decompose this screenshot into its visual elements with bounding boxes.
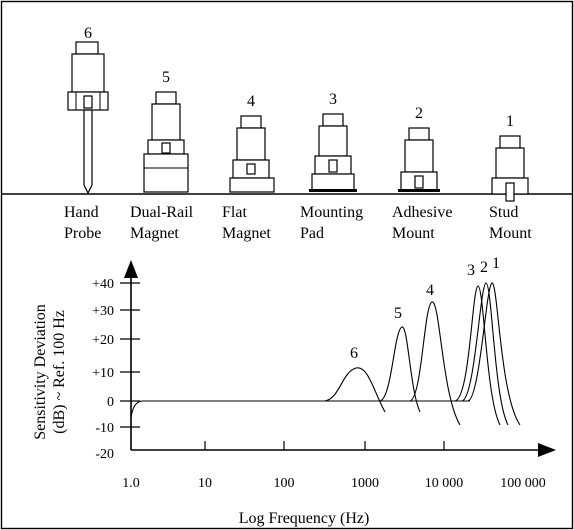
x-tick-label: 100 — [274, 476, 295, 491]
stud-mount-sensor — [491, 135, 529, 202]
x-axis-arrow — [538, 443, 556, 457]
flat-magnet-sensor — [229, 115, 275, 193]
mount-name-3-line2: Pad — [300, 225, 324, 242]
response-curve-5 — [379, 326, 421, 413]
curve-label-3: 3 — [467, 262, 475, 279]
curve-label-6: 6 — [350, 345, 358, 362]
mount-name-3-line1: Mounting — [300, 204, 363, 221]
curve-label-1: 1 — [492, 255, 500, 272]
curve-label-2: 2 — [480, 259, 488, 276]
x-tick-label: 1.0 — [122, 476, 140, 491]
x-tick-label: 10 000 — [425, 476, 464, 491]
adhesive-mount-sensor — [398, 127, 440, 192]
curve-label-4: 4 — [426, 282, 434, 299]
mount-name-5-line2: Magnet — [130, 225, 179, 242]
mount-name-5-line1: Dual-Rail — [130, 204, 194, 221]
mount-name-2-line2: Mount — [392, 225, 435, 242]
response-curve-1 — [467, 282, 521, 426]
y-tick-label: 0 — [107, 395, 114, 410]
baseline-response — [130, 400, 470, 419]
mount-number-3: 3 — [329, 91, 337, 108]
mount-name-4-line2: Magnet — [222, 225, 271, 242]
hand-probe-sensor — [67, 41, 109, 195]
mount-number-2: 2 — [415, 105, 423, 122]
response-curve-6 — [324, 367, 386, 413]
mounting-pad-sensor — [309, 113, 357, 192]
mount-number-4: 4 — [247, 93, 255, 110]
mount-number-1: 1 — [506, 113, 514, 130]
y-tick-label: +40 — [92, 277, 114, 292]
mount-name-2-line1: Adhesive — [392, 204, 452, 221]
response-graph: +40 +30 +20 +10 0 -10 -20 1.0 10 100 100… — [32, 255, 556, 527]
y-axis-title-line1: Sensitivity Deviation — [32, 304, 49, 440]
dual-rail-magnet-sensor — [143, 91, 189, 193]
mount-name-1-line1: Stud — [489, 204, 518, 221]
mount-name-1-line2: Mount — [489, 225, 532, 242]
y-axis-arrow — [124, 260, 138, 278]
y-tick-label: +20 — [92, 333, 114, 348]
y-axis-title-line2: (dB) ~ Ref. 100 Hz — [51, 310, 68, 434]
x-tick-label: 1000 — [351, 476, 379, 491]
mount-number-5: 5 — [162, 69, 170, 86]
mount-number-6: 6 — [84, 25, 92, 42]
y-tick-label: -10 — [95, 421, 114, 436]
x-tick-label: 100 000 — [500, 476, 546, 491]
y-tick-label: -20 — [95, 447, 114, 462]
response-curve-3 — [454, 285, 501, 426]
y-tick-label: +30 — [92, 304, 114, 319]
x-axis-title: Log Frequency (Hz) — [239, 510, 370, 527]
y-tick-label: +10 — [92, 366, 114, 381]
x-tick-label: 10 — [198, 476, 212, 491]
mount-name-6-line1: Hand — [64, 204, 99, 221]
mount-name-6-line2: Probe — [64, 225, 101, 242]
response-curve-4 — [409, 301, 461, 426]
curve-label-5: 5 — [394, 305, 402, 322]
response-curve-2 — [461, 282, 509, 426]
mount-name-4-line1: Flat — [222, 204, 247, 221]
